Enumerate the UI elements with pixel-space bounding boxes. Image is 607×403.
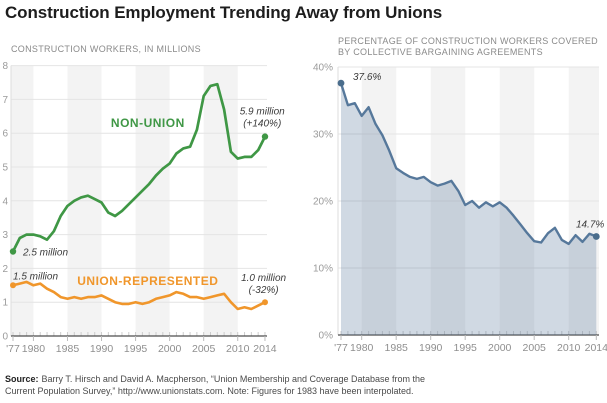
y-axis-tick-label: 5 (2, 163, 8, 174)
value-annotation: (+140%) (243, 119, 281, 130)
value-annotation: 5.9 million (240, 107, 285, 118)
series-end-dot (262, 299, 268, 306)
x-axis-tick-label: 2014 (585, 342, 607, 354)
series-start-dot (337, 79, 345, 87)
millions-chart: 0 1 2 3 4 5 6 7 8 '77 1980 1985 1990 1995 2000 2005 2010… (2, 61, 286, 355)
x-axis-tick-label: 1985 (56, 343, 80, 355)
x-axis-tick-label: '77 (334, 342, 348, 354)
y-axis-tick-label: 30% (313, 130, 333, 141)
x-axis-tick-label: 1995 (454, 342, 478, 354)
x-axis-tick-label: '77 (6, 343, 20, 355)
x-axis-tick-label: 2010 (226, 343, 250, 355)
value-annotation: 2.5 million (22, 248, 68, 259)
page-title: Construction Employment Trending Away fr… (5, 3, 443, 22)
series-end-dot (592, 233, 600, 240)
y-axis-tick-label: 0 (2, 332, 8, 343)
x-axis-tick-label: 2010 (557, 342, 581, 354)
series-end-dot (261, 133, 269, 140)
y-axis-tick-label: 8 (2, 61, 8, 72)
x-axis-tick-label: 2005 (192, 343, 216, 355)
x-axis-tick-label: 2014 (253, 343, 277, 355)
value-annotation: (-32%) (249, 285, 279, 296)
x-axis-tick-label: 1990 (90, 343, 114, 355)
value-annotation: 1.0 million (241, 273, 286, 284)
y-axis-tick-label: 0% (319, 331, 334, 342)
x-axis-tick-label: 1985 (385, 342, 409, 354)
source-label: Source: (5, 374, 39, 384)
x-axis-tick-label: 2000 (158, 343, 182, 355)
series-start-dot (9, 248, 17, 255)
y-axis-tick-label: 20% (313, 197, 333, 208)
series-label: UNION-REPRESENTED (77, 274, 218, 288)
y-axis-tick-label: 10% (313, 264, 333, 275)
series-line (11, 280, 267, 311)
left-chart-subtitle: CONSTRUCTION WORKERS, IN MILLIONS (11, 44, 201, 54)
y-axis-tick-label: 1 (2, 298, 8, 309)
series-line (339, 81, 598, 246)
coverage-chart: 0% 10% 20% 30% 40% '77 1980 1985 1990 1995 2000 200… (313, 63, 607, 355)
value-annotation: 1.5 million (13, 271, 58, 282)
y-axis-tick-label: 3 (2, 230, 8, 241)
x-axis-tick-label: 2005 (523, 342, 547, 354)
series-label: NON-UNION (111, 116, 185, 130)
series-start-dot (10, 282, 16, 289)
x-axis-tick-label: 2000 (488, 342, 512, 354)
x-axis-tick-label: 1980 (22, 343, 46, 355)
y-axis-tick-label: 4 (2, 196, 8, 207)
y-axis-tick-label: 7 (2, 95, 8, 106)
value-annotation: 14.7% (576, 220, 604, 231)
x-axis-tick-label: 1980 (350, 342, 374, 354)
series-line (11, 82, 267, 253)
y-axis-tick-label: 40% (313, 63, 333, 74)
area-fill (341, 83, 597, 335)
x-axis-tick-label: 1990 (419, 342, 443, 354)
source-note: Source: Barry T. Hirsch and David A. Macp… (5, 374, 457, 397)
x-axis-tick-label: 1995 (124, 343, 148, 355)
y-axis-tick-label: 2 (2, 264, 8, 275)
right-chart-subtitle-line1: PERCENTAGE OF CONSTRUCTION WORKERS COVER… (338, 36, 598, 46)
right-chart-subtitle-line2: BY COLLECTIVE BARGAINING AGREEMENTS (338, 46, 543, 57)
value-annotation: 37.6% (353, 72, 381, 83)
right-chart-subtitle: PERCENTAGE OF CONSTRUCTION WORKERS COVER… (338, 36, 598, 57)
y-axis-tick-label: 6 (2, 129, 8, 140)
source-text: Barry T. Hirsch and David A. Macpherson,… (5, 374, 426, 396)
